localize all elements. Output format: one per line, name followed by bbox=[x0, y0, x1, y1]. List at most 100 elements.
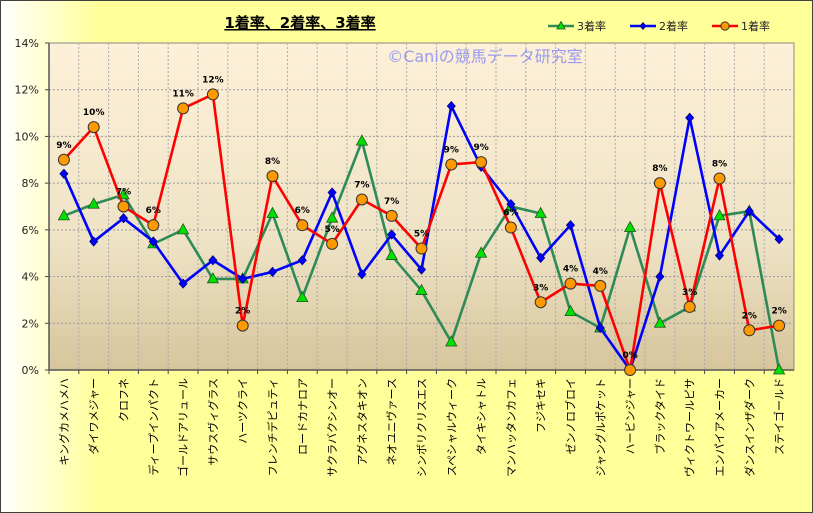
data-point-circle bbox=[236, 319, 249, 332]
data-point-circle bbox=[475, 156, 488, 169]
data-point-triangle bbox=[266, 206, 279, 218]
data-label: 9% bbox=[56, 141, 71, 151]
data-label: 4% bbox=[563, 265, 578, 275]
data-point-diamond bbox=[416, 264, 427, 275]
x-tick-label: ステイゴールド bbox=[772, 378, 786, 455]
data-point-circle bbox=[683, 300, 696, 313]
x-tick-label: キングカメハメハ bbox=[57, 378, 71, 466]
data-point-circle bbox=[504, 221, 517, 234]
x-tick-label: ジャングルポケット bbox=[593, 378, 607, 476]
data-label: 5% bbox=[414, 230, 429, 240]
x-tick-label: シンボリクリスエス bbox=[416, 378, 429, 477]
data-point-circle bbox=[117, 200, 130, 213]
data-label: 3% bbox=[533, 283, 548, 293]
data-point-triangle bbox=[176, 223, 190, 235]
x-tick-label: ダイワメジャー bbox=[87, 378, 101, 454]
x-tick-label: ブラックタイド bbox=[653, 378, 667, 455]
data-point-diamond bbox=[327, 187, 337, 198]
data-label: 8% bbox=[712, 159, 727, 169]
data-point-diamond bbox=[565, 220, 576, 231]
data-point-diamond bbox=[178, 278, 188, 289]
data-point-diamond bbox=[238, 273, 248, 285]
data-point-diamond bbox=[506, 199, 516, 210]
data-point-triangle bbox=[57, 209, 71, 221]
data-point-circle bbox=[773, 319, 786, 332]
data-point-triangle bbox=[325, 211, 339, 223]
y-tick-label: 14% bbox=[15, 37, 39, 50]
x-tick-label: サクラバクシンオー bbox=[326, 378, 339, 477]
data-label: 2% bbox=[235, 307, 250, 317]
data-label: 9% bbox=[473, 143, 488, 153]
data-point-diamond bbox=[774, 234, 784, 245]
data-label: 10% bbox=[83, 108, 105, 118]
data-point-circle bbox=[534, 296, 547, 309]
x-tick-label: エンパイアメーカー bbox=[714, 378, 727, 476]
watermark: ©Caniの競馬データ研究室 bbox=[387, 47, 583, 66]
x-tick-label: ネオユニヴァース bbox=[385, 378, 399, 465]
data-point-triangle bbox=[296, 290, 309, 302]
series-3: 9% 10% 7% 6% 11% 12% 2% 8% 6% 5% 7% 7% 5% 9% 9% 6% 3% 4% 4… bbox=[56, 75, 787, 376]
data-point-triangle bbox=[445, 335, 458, 347]
data-point-circle bbox=[720, 21, 730, 31]
data-point-circle bbox=[653, 177, 666, 190]
x-tick-label: クロフネ bbox=[118, 378, 131, 422]
x-tick-label: ゼンノロブロイ bbox=[564, 378, 578, 454]
data-label: 12% bbox=[202, 75, 224, 85]
x-tick-label: スペシャルウィーク bbox=[445, 378, 458, 476]
y-tick-label: 4% bbox=[22, 271, 39, 284]
data-point-diamond bbox=[536, 252, 546, 263]
data-point-triangle bbox=[415, 283, 428, 295]
data-point-circle bbox=[415, 242, 428, 255]
data-point-diamond bbox=[595, 322, 605, 334]
data-point-circle bbox=[624, 364, 637, 376]
data-label: 6% bbox=[295, 206, 310, 216]
y-tick-label: 10% bbox=[15, 130, 39, 143]
data-point-triangle bbox=[556, 20, 566, 30]
data-point-triangle bbox=[653, 316, 667, 328]
data-point-circle bbox=[87, 121, 100, 134]
data-point-circle bbox=[57, 153, 70, 166]
data-label: 9% bbox=[444, 145, 459, 155]
data-point-diamond bbox=[148, 236, 158, 247]
data-point-diamond bbox=[685, 112, 695, 123]
data-point-circle bbox=[206, 88, 219, 101]
data-point-triangle bbox=[623, 220, 637, 232]
data-point-diamond bbox=[714, 250, 725, 261]
data-point-triangle bbox=[564, 304, 577, 317]
data-point-diamond bbox=[89, 236, 99, 247]
data-point-circle bbox=[564, 277, 577, 290]
data-point-diamond bbox=[655, 271, 665, 282]
data-point-diamond bbox=[208, 255, 218, 266]
data-label: 4% bbox=[593, 267, 608, 277]
data-point-circle bbox=[296, 219, 309, 232]
y-tick-label: 8% bbox=[22, 177, 39, 190]
data-label: 0% bbox=[622, 351, 637, 361]
data-point-triangle bbox=[355, 134, 369, 146]
data-point-circle bbox=[743, 324, 756, 337]
x-tick-label: ロードカナロア bbox=[296, 378, 309, 455]
legend-label: 3着率 bbox=[577, 19, 606, 33]
x-tick-label: ヴィクトワールピサ bbox=[683, 378, 697, 477]
legend: 3着率 2着率 1着率 bbox=[548, 19, 770, 33]
x-tick-label: ダンスインザダーク bbox=[742, 378, 756, 477]
data-point-diamond bbox=[267, 266, 278, 278]
series-2 bbox=[59, 100, 784, 376]
data-point-triangle bbox=[713, 209, 726, 221]
data-label: 2% bbox=[742, 311, 757, 321]
data-label: 8% bbox=[652, 164, 667, 174]
data-point-diamond bbox=[639, 22, 647, 30]
data-label: 7% bbox=[116, 188, 131, 198]
legend-label: 2着率 bbox=[659, 19, 688, 33]
x-tick-label: ハーツクライ bbox=[237, 378, 250, 444]
y-tick-label: 12% bbox=[15, 84, 39, 97]
data-label: 8% bbox=[265, 157, 280, 167]
data-point-triangle bbox=[385, 248, 398, 260]
data-label: 7% bbox=[354, 180, 369, 190]
x-tick-label: ディープインパクト bbox=[146, 378, 160, 476]
data-point-circle bbox=[147, 219, 160, 232]
data-point-circle bbox=[355, 193, 368, 206]
x-tick-label: ハービンジャー bbox=[624, 378, 637, 454]
data-point-circle bbox=[177, 102, 190, 115]
x-tick-label: フレンチデピュティ bbox=[266, 378, 280, 476]
